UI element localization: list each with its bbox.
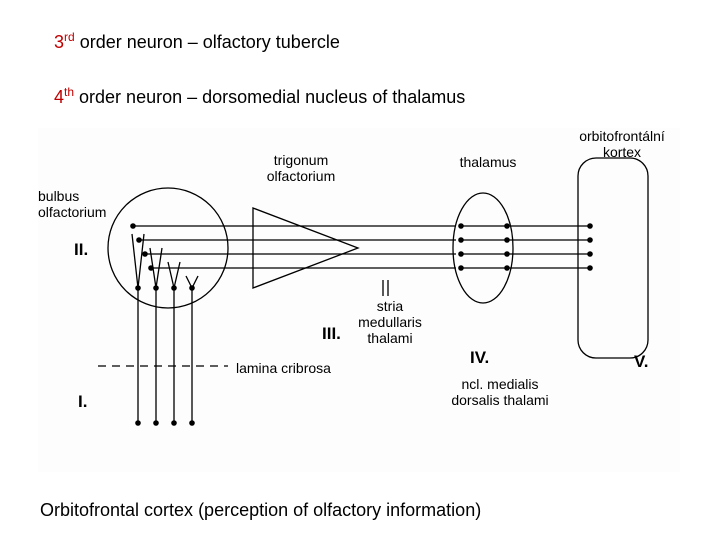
label-bulbus: bulbus olfactorium bbox=[38, 188, 118, 220]
roman-3: III. bbox=[322, 324, 341, 344]
footer-caption: Orbitofrontal cortex (perception of olfa… bbox=[40, 500, 481, 521]
label-stria: striamedullaristhalami bbox=[350, 298, 430, 346]
roman-2: II. bbox=[74, 240, 88, 260]
roman-1: I. bbox=[78, 392, 87, 412]
ordinal-4: 4th bbox=[54, 87, 74, 107]
label-ncl: ncl. medialisdorsalis thalami bbox=[440, 376, 560, 408]
heading-4th-order: 4th order neuron – dorsomedial nucleus o… bbox=[54, 85, 465, 108]
label-orbitofrontal: orbitofrontálníkortex bbox=[572, 128, 672, 160]
roman-4: IV. bbox=[470, 348, 489, 368]
heading-4th-rest: order neuron – dorsomedial nucleus of th… bbox=[74, 87, 465, 107]
ordinal-3: 3rd bbox=[54, 32, 75, 52]
label-thalamus: thalamus bbox=[448, 154, 528, 170]
heading-3rd-rest: order neuron – olfactory tubercle bbox=[75, 32, 340, 52]
olfactory-pathway-diagram: bulbus olfactorium trigonumolfactorium t… bbox=[38, 128, 680, 472]
roman-5: V. bbox=[634, 352, 649, 372]
heading-3rd-order: 3rd order neuron – olfactory tubercle bbox=[54, 30, 340, 53]
label-lamina: lamina cribrosa bbox=[236, 360, 331, 376]
label-trigonum: trigonumolfactorium bbox=[256, 152, 346, 184]
